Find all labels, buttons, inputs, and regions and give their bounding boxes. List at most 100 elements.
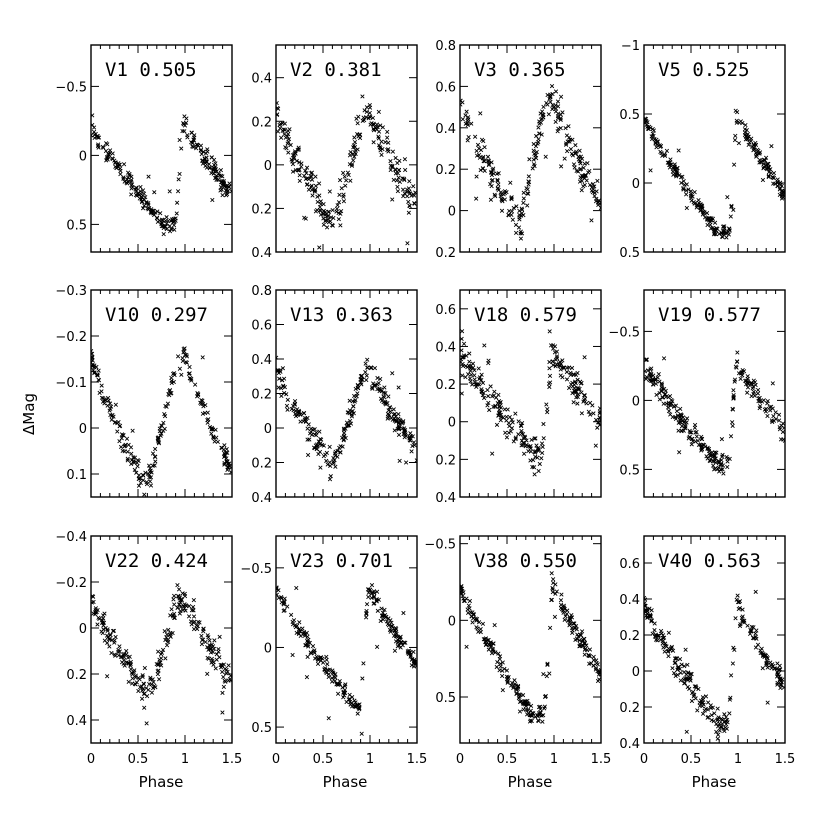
data-point (148, 483, 154, 488)
data-point (575, 401, 580, 406)
data-point (775, 183, 780, 189)
data-point (222, 460, 227, 466)
data-point (383, 390, 388, 396)
data-point (591, 654, 596, 659)
data-point (288, 142, 293, 148)
data-point (175, 583, 180, 588)
data-point (509, 196, 514, 201)
data-point (155, 436, 161, 442)
data-point (658, 144, 663, 150)
data-point (338, 211, 343, 216)
data-point (101, 620, 107, 625)
data-point (517, 208, 522, 213)
data-point (526, 191, 531, 196)
data-point (279, 594, 284, 600)
data-point (542, 706, 547, 711)
data-point (371, 140, 376, 145)
data-point (118, 168, 123, 174)
data-point (472, 368, 477, 373)
data-point (371, 595, 377, 600)
data-point (532, 472, 537, 477)
data-point (519, 207, 525, 212)
data-point (507, 414, 512, 420)
data-point (140, 673, 145, 678)
data-point (509, 417, 514, 422)
y-tick-label: 0 (448, 416, 456, 431)
data-point (468, 379, 473, 384)
data-point (679, 429, 684, 434)
data-point (304, 630, 309, 636)
data-point (728, 434, 734, 439)
data-point (309, 651, 314, 656)
data-point (176, 594, 181, 599)
data-point (700, 695, 706, 700)
data-point (565, 139, 570, 144)
data-point (390, 163, 395, 168)
data-point (689, 442, 694, 447)
data-point (175, 605, 180, 610)
data-point (318, 465, 323, 470)
data-point (144, 721, 149, 726)
data-point (537, 121, 542, 126)
data-point (110, 156, 115, 161)
data-point (591, 657, 596, 663)
data-point (566, 124, 571, 129)
data-point (169, 226, 174, 231)
data-point (500, 660, 505, 665)
data-point (382, 385, 387, 390)
data-point (771, 414, 776, 419)
data-point (539, 456, 544, 461)
data-point (730, 420, 735, 425)
data-point (164, 632, 170, 637)
data-point (770, 381, 775, 386)
data-point (537, 131, 542, 136)
y-tick-label: 0 (448, 614, 456, 629)
data-point (726, 270, 730, 274)
data-point (363, 615, 369, 620)
data-point (736, 606, 741, 612)
data-point (282, 127, 288, 132)
data-point (328, 463, 333, 468)
data-point (748, 138, 754, 144)
data-point (379, 152, 384, 158)
data-point (551, 346, 556, 351)
data-point (583, 396, 588, 401)
data-point (547, 373, 553, 378)
data-point (486, 647, 491, 652)
data-point (534, 156, 539, 161)
data-point (142, 492, 147, 497)
data-point (565, 608, 570, 613)
data-point (303, 419, 309, 424)
data-point (136, 688, 141, 694)
data-point (224, 456, 229, 461)
data-point (129, 670, 134, 675)
data-point (364, 377, 369, 383)
data-point (394, 631, 399, 636)
data-point (740, 618, 745, 623)
data-point (645, 368, 651, 373)
data-point (214, 175, 219, 180)
data-point (172, 615, 177, 621)
data-point (575, 370, 580, 376)
data-point (371, 594, 377, 599)
x-axis-label-col3: Phase (508, 773, 553, 791)
data-point (541, 104, 546, 109)
data-point (645, 611, 650, 616)
data-point (684, 205, 689, 211)
data-point (327, 189, 332, 194)
x-axis-label-col2: Phase (323, 773, 368, 791)
data-point (536, 713, 542, 718)
panel-grid: −0.5 0 0.5 V1 0.505 0.4 0.2 0 0.2 0.4 V2 0.381 0.8… (55, 39, 795, 767)
data-point (313, 183, 318, 189)
data-point (778, 678, 784, 684)
data-point (330, 223, 335, 228)
data-point (105, 142, 110, 147)
data-point (115, 429, 120, 434)
data-point (755, 387, 761, 393)
data-point (209, 155, 214, 160)
data-point (173, 216, 178, 221)
data-point (376, 136, 381, 141)
data-point (180, 128, 185, 134)
data-point (168, 613, 173, 618)
data-point (371, 121, 376, 126)
